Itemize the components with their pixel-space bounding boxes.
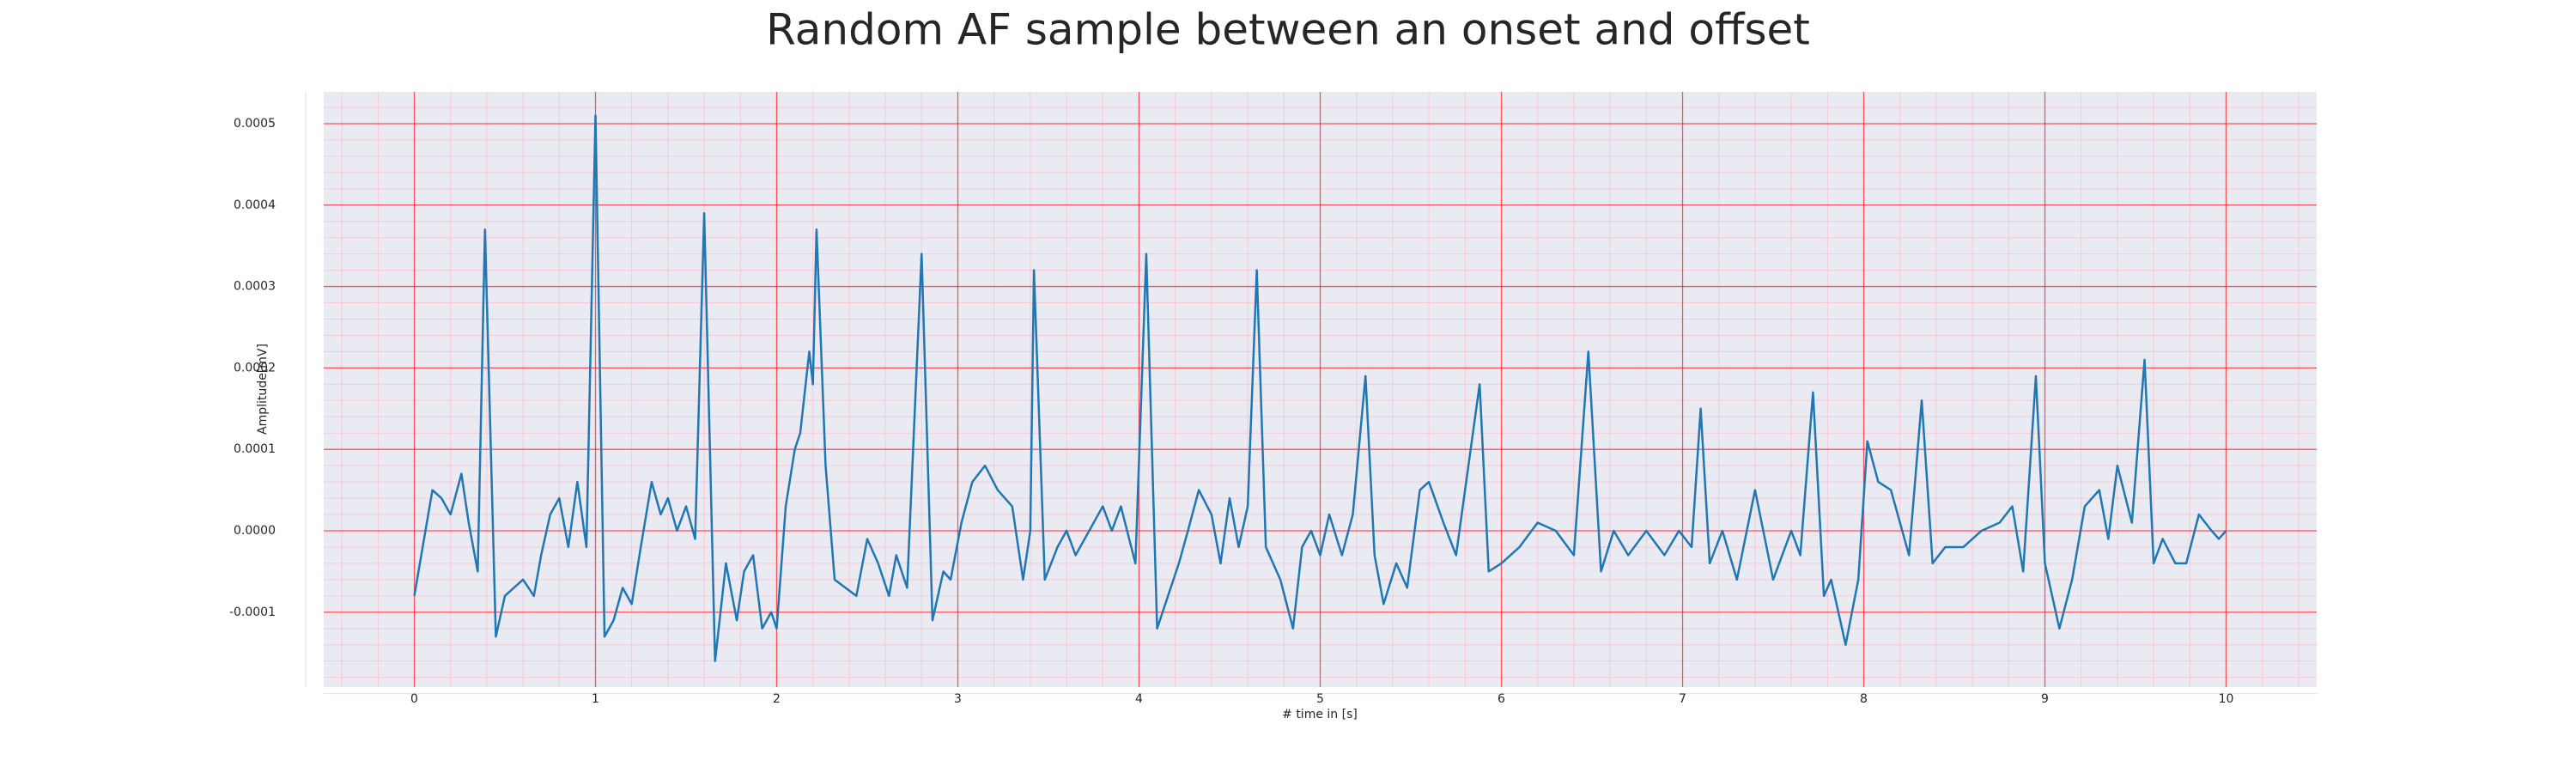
x-tick-label: 0 (410, 692, 418, 706)
y-axis-label: Amplitude[mV] (256, 344, 270, 435)
grid (305, 92, 2317, 695)
x-tick-label: 6 (1498, 692, 1505, 706)
x-tick-label: 3 (954, 692, 962, 706)
x-tick-label: 7 (1679, 692, 1686, 706)
y-tick-label: 0.0002 (234, 361, 276, 374)
y-tick-label: 0.0001 (234, 442, 276, 456)
x-tick-label: 1 (592, 692, 599, 706)
y-tick-label: 0.0003 (234, 280, 276, 294)
x-tick-label: 2 (773, 692, 781, 706)
x-tick-label: 10 (2219, 692, 2234, 706)
x-tick-label: 9 (2041, 692, 2049, 706)
x-tick-label: 5 (1316, 692, 1324, 706)
y-tick-label: 0.0004 (234, 198, 276, 212)
x-tick-label: 4 (1135, 692, 1143, 706)
y-tick-label: 0.0000 (234, 524, 276, 538)
x-tick-label: 8 (1860, 692, 1868, 706)
y-tick-label: -0.0001 (229, 606, 276, 619)
chart-title: Random AF sample between an onset and of… (766, 5, 1810, 55)
y-tick-label: 0.0005 (234, 117, 276, 131)
line (413, 114, 2227, 662)
x-axis-label: # time in [s] (1282, 708, 1358, 721)
